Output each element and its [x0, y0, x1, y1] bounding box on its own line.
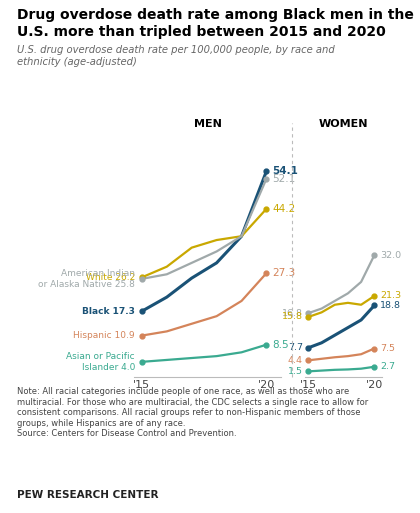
Text: American Indian
or Alaska Native 25.8: American Indian or Alaska Native 25.8 [38, 269, 135, 288]
Text: 2.7: 2.7 [380, 362, 395, 371]
Text: 27.3: 27.3 [272, 268, 295, 278]
Text: Drug overdose death rate among Black men in the: Drug overdose death rate among Black men… [17, 8, 414, 22]
Text: Black 17.3: Black 17.3 [82, 307, 135, 315]
Text: 54.1: 54.1 [272, 166, 298, 176]
Text: Asian or Pacific
Islander 4.0: Asian or Pacific Islander 4.0 [66, 352, 135, 371]
Text: 52.1: 52.1 [272, 174, 295, 184]
Text: U.S. drug overdose death rate per 100,000 people, by race and
ethnicity (age-adj: U.S. drug overdose death rate per 100,00… [17, 45, 335, 67]
Text: 4.4: 4.4 [288, 356, 303, 365]
Text: Hispanic 10.9: Hispanic 10.9 [74, 331, 135, 340]
Text: 7.5: 7.5 [380, 344, 395, 353]
Text: 15.8: 15.8 [282, 312, 303, 322]
Text: 8.5: 8.5 [272, 340, 289, 350]
Text: 44.2: 44.2 [272, 204, 295, 214]
Text: PEW RESEARCH CENTER: PEW RESEARCH CENTER [17, 490, 158, 500]
Text: 32.0: 32.0 [380, 251, 401, 260]
Text: 16.8: 16.8 [282, 309, 303, 318]
Text: U.S. more than tripled between 2015 and 2020: U.S. more than tripled between 2015 and … [17, 25, 386, 38]
Text: 7.7: 7.7 [288, 343, 303, 352]
Text: WOMEN: WOMEN [319, 120, 368, 129]
Text: MEN: MEN [194, 120, 222, 129]
Text: 18.8: 18.8 [380, 301, 401, 310]
Text: 21.3: 21.3 [380, 291, 401, 301]
Text: Note: All racial categories include people of one race, as well as those who are: Note: All racial categories include peop… [17, 387, 368, 438]
Text: 1.5: 1.5 [288, 367, 303, 376]
Text: White 26.2: White 26.2 [86, 273, 135, 282]
